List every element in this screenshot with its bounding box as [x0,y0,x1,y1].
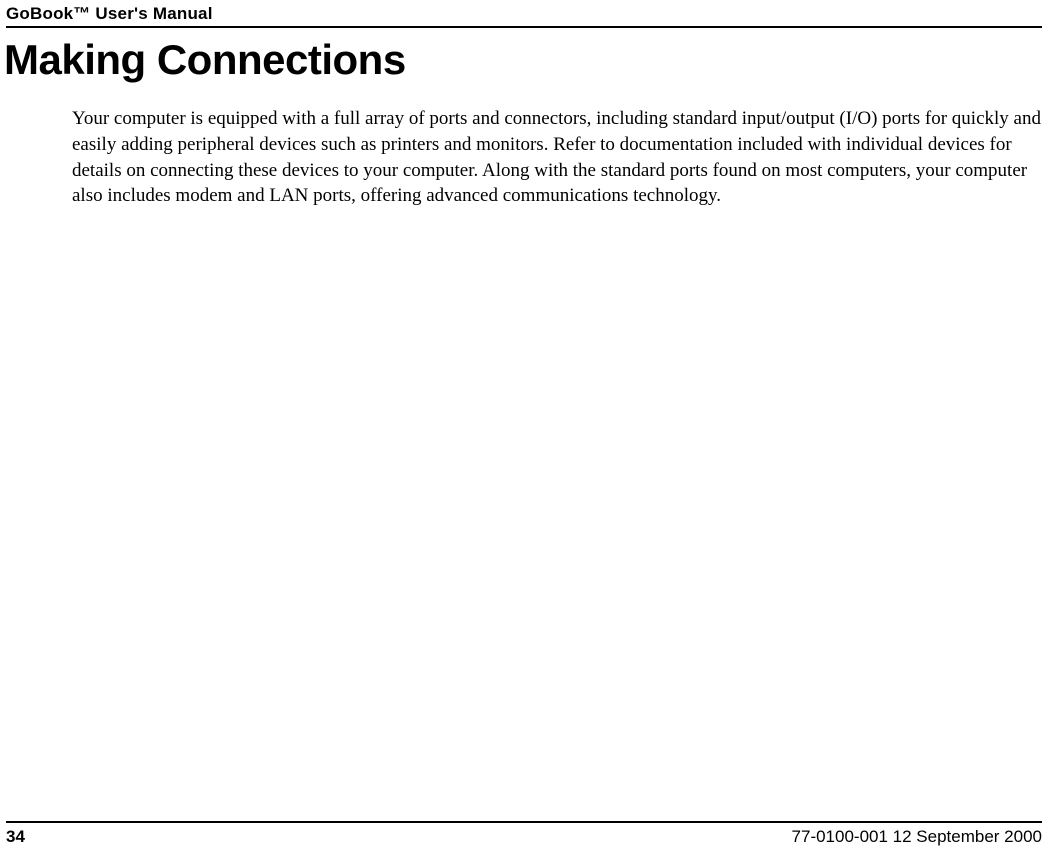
page-number: 34 [6,827,25,847]
page-header: GoBook™ User's Manual [6,4,1042,28]
chapter-title: Making Connections [4,36,1042,84]
page-footer: 34 77-0100-001 12 September 2000 [6,821,1042,847]
doc-info: 77-0100-001 12 September 2000 [792,827,1042,847]
body-paragraph: Your computer is equipped with a full ar… [72,106,1044,209]
manual-title: GoBook™ User's Manual [6,4,213,24]
document-page: GoBook™ User's Manual Making Connections… [0,0,1050,855]
